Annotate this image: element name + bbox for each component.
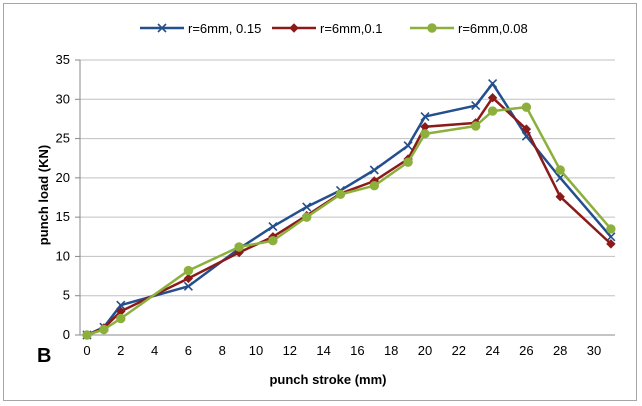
y-tick-label-35: 35 [56, 52, 70, 67]
series-2-point-5 [268, 236, 278, 246]
series-2-point-15 [606, 224, 616, 234]
series-2-point-11 [471, 121, 481, 131]
x-tick-label-30: 30 [587, 343, 601, 358]
series-2-point-14 [555, 165, 565, 175]
x-tick-label-6: 6 [185, 343, 192, 358]
x-tick-label-4: 4 [151, 343, 158, 358]
series-0-point-12-stroke-b [488, 79, 498, 89]
series-0-point-10-stroke-b [420, 112, 430, 122]
y-tick-label-30: 30 [56, 91, 70, 106]
legend-label-1: r=6mm,0.1 [320, 21, 383, 36]
series-0-line [86, 82, 612, 337]
series-0-point-15-stroke-b [606, 232, 616, 242]
x-tick-label-12: 12 [283, 343, 297, 358]
y-tick-label-20: 20 [56, 170, 70, 185]
x-tick-label-10: 10 [249, 343, 263, 358]
y-tick-label-25: 25 [56, 131, 70, 146]
legend-label-0: r=6mm, 0.15 [188, 21, 261, 36]
series-2-point-13 [521, 102, 532, 112]
series-2-point-7 [335, 189, 346, 200]
y-tick-label-5: 5 [63, 288, 70, 303]
legend-item-2: r=6mm,0.08 [410, 21, 528, 36]
series-2-point-10 [420, 129, 430, 139]
series-2-point-9 [403, 157, 413, 167]
series-group [82, 79, 616, 340]
x-tick-label-8: 8 [219, 343, 226, 358]
legend-swatch-marker-0-stroke-b [157, 23, 167, 33]
series-0-point-15 [606, 232, 616, 242]
series-1-point-13 [521, 124, 532, 134]
x-tick-label-14: 14 [316, 343, 330, 358]
series-0-point-3 [183, 281, 193, 291]
series-0-point-12 [488, 79, 498, 89]
series-0-point-6 [302, 202, 312, 212]
x-tick-label-0: 0 [83, 343, 90, 358]
legend-swatch-marker-2 [427, 23, 437, 33]
legend: r=6mm, 0.15 r=6mm,0.1 r=6mm,0.08 [140, 21, 528, 36]
series-0-point-6-stroke-b [302, 202, 312, 212]
series-0-point-8 [369, 165, 379, 175]
series-0-point-14 [555, 173, 565, 183]
series-1-point-15 [606, 239, 616, 249]
series-0-point-9-stroke-b [403, 141, 413, 151]
series-0 [82, 79, 616, 340]
series-1-line [86, 96, 612, 337]
y-tick-label-10: 10 [56, 248, 70, 263]
legend-swatch-marker-1 [289, 23, 299, 33]
series-2-point-1 [99, 324, 109, 335]
series-0-point-3-stroke-b [183, 281, 193, 291]
chart-frame [3, 3, 637, 401]
x-tick-label-20: 20 [418, 343, 432, 358]
series-2-point-4 [234, 242, 244, 252]
legend-item-1: r=6mm,0.1 [272, 21, 383, 36]
series-1-point-14 [555, 192, 565, 202]
series-2 [82, 102, 616, 340]
series-0-point-5-stroke-b [268, 222, 278, 232]
panel-label: B [37, 345, 51, 367]
x-tick-label-24: 24 [485, 343, 499, 358]
x-tick-label-2: 2 [117, 343, 124, 358]
series-2-point-3 [183, 265, 194, 276]
x-tick-label-18: 18 [384, 343, 398, 358]
series-2-point-2 [116, 313, 126, 324]
legend-item-0: r=6mm, 0.15 [140, 21, 261, 36]
series-0-point-14-stroke-b [555, 173, 565, 183]
series-1 [82, 93, 616, 340]
series-1-point-12 [487, 93, 498, 103]
series-2-point-8 [369, 181, 379, 191]
series-0-point-11 [471, 101, 481, 111]
series-0-point-5 [268, 222, 278, 232]
axes [75, 59, 615, 336]
x-tick-label-22: 22 [452, 343, 466, 358]
y-tick-labels: 0 5 10 15 20 25 30 35 [56, 52, 70, 342]
series-0-point-8-stroke-b [369, 165, 379, 175]
grid-lines [80, 59, 615, 297]
legend-swatch-marker-0 [157, 23, 167, 33]
series-2-point-6 [302, 212, 312, 222]
series-2-line [86, 105, 612, 337]
x-tick-label-26: 26 [519, 343, 533, 358]
series-1-point-3 [183, 273, 194, 284]
series-0-point-2 [116, 300, 126, 310]
y-tick-label-0: 0 [63, 327, 70, 342]
legend-label-2: r=6mm,0.08 [458, 21, 528, 36]
series-2-point-0 [82, 330, 92, 340]
x-tick-label-16: 16 [350, 343, 364, 358]
series-2-point-12 [487, 106, 498, 116]
series-0-point-2-stroke-b [116, 300, 126, 310]
series-0-point-9 [403, 141, 413, 151]
x-tick-label-28: 28 [553, 343, 567, 358]
y-axis-title: punch load (KN) [36, 145, 51, 245]
x-tick-labels: 0 2 4 6 8 10 12 14 16 18 20 22 24 26 28 30 [83, 343, 601, 358]
series-0-point-11-stroke-b [471, 101, 481, 111]
series-0-point-10 [420, 112, 430, 122]
x-axis-title: punch stroke (mm) [269, 372, 386, 387]
y-tick-label-15: 15 [56, 209, 70, 224]
